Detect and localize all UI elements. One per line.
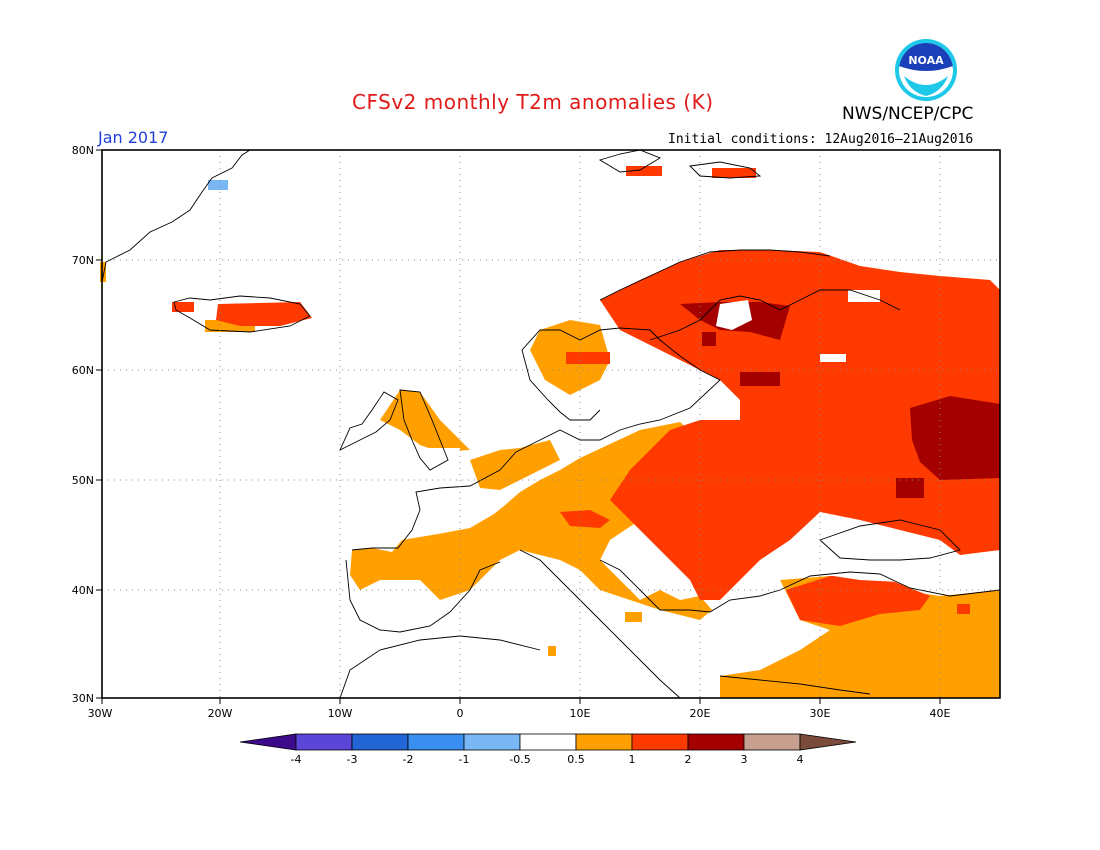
- colorbar-bin: [575, 733, 633, 751]
- colorbar-tick-label: 0.5: [567, 753, 585, 766]
- colorbar-bin: [687, 733, 745, 751]
- lon-label: 30W: [88, 707, 113, 720]
- lat-label: 30N: [72, 692, 94, 705]
- colorbar-tick-label: 4: [797, 753, 804, 766]
- noaa-logo: NOAA: [895, 39, 957, 101]
- colorbar-bin: [239, 733, 297, 751]
- colorbar: -4 -3 -2 -1 -0.5 0.5 1 2 3 4: [239, 733, 857, 766]
- agency-label: NWS/NCEP/CPC: [842, 104, 974, 124]
- colorbar-tick-label: 3: [741, 753, 748, 766]
- anomaly-fields: [100, 166, 1000, 698]
- colorbar-tick-label: -3: [347, 753, 358, 766]
- colorbar-bin: [295, 733, 353, 751]
- colorbar-tick-label: -4: [291, 753, 302, 766]
- map-frame: [101, 149, 1001, 699]
- map-title: CFSv2 monthly T2m anomalies (K): [352, 90, 714, 114]
- lon-label: 10E: [570, 707, 591, 720]
- lon-label: 20E: [690, 707, 711, 720]
- colorbar-bin: [463, 733, 521, 751]
- colorbar-bin: [351, 733, 409, 751]
- lat-label: 70N: [72, 254, 94, 267]
- lon-label: 40E: [930, 707, 951, 720]
- lat-label: 50N: [72, 474, 94, 487]
- initial-conditions-label: Initial conditions: 12Aug2016–21Aug2016: [668, 132, 974, 147]
- colorbar-tick-label: -1: [459, 753, 470, 766]
- colorbar-bin: [519, 733, 577, 751]
- colorbar-bin: [407, 733, 465, 751]
- lat-label: 60N: [72, 364, 94, 377]
- lat-label: 40N: [72, 584, 94, 597]
- lon-axis: [101, 698, 941, 704]
- lat-axis: [96, 149, 102, 699]
- colorbar-tick-label: -0.5: [509, 753, 530, 766]
- graticule: [102, 150, 1000, 698]
- colorbar-tick-label: 1: [629, 753, 636, 766]
- lon-label: 30E: [810, 707, 831, 720]
- valid-month-label: Jan 2017: [98, 128, 169, 147]
- lon-label: 0: [457, 707, 464, 720]
- colorbar-tick-label: 2: [685, 753, 692, 766]
- colorbar-bin: [743, 733, 801, 751]
- colorbar-tick-label: -2: [403, 753, 414, 766]
- noaa-logo-text: NOAA: [908, 54, 944, 67]
- lon-label: 20W: [208, 707, 233, 720]
- colorbar-bin: [799, 733, 857, 751]
- colorbar-bin: [631, 733, 689, 751]
- coastlines: [101, 149, 1001, 699]
- lon-label: 10W: [328, 707, 353, 720]
- lat-label: 80N: [72, 144, 94, 157]
